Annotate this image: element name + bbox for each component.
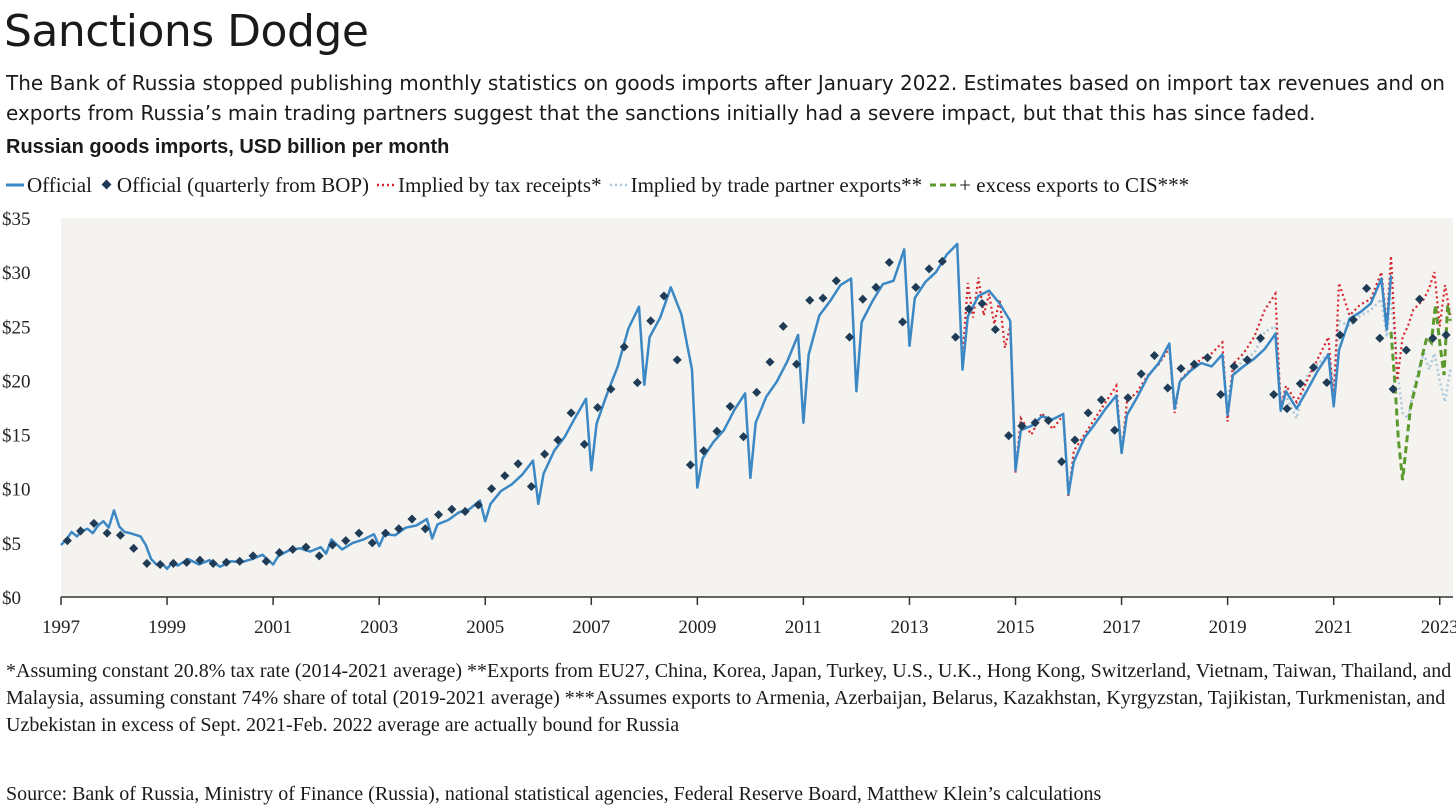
x-tick-label: 2005 — [466, 617, 504, 638]
y-tick-label: $5 — [2, 534, 21, 555]
bop-point — [1428, 333, 1438, 343]
x-tick-label: 2009 — [678, 617, 716, 638]
bop-point — [831, 276, 841, 286]
y-tick-label: $20 — [2, 371, 31, 392]
bop-point — [1362, 283, 1372, 293]
y-tick-label: $30 — [2, 263, 31, 284]
y-tick-label: $25 — [2, 317, 31, 338]
bop-point — [1149, 351, 1159, 361]
x-tick-label: 1997 — [42, 617, 80, 638]
bop-point — [327, 540, 338, 550]
bop-point — [1202, 353, 1213, 363]
legend-item-tax: Implied by tax receipts* — [377, 173, 602, 198]
bop-point — [738, 432, 748, 442]
bop-point — [1242, 355, 1252, 365]
series-official — [60, 242, 1393, 571]
x-tick-label: 2021 — [1315, 617, 1353, 638]
bop-point — [765, 357, 775, 367]
x-tick-label: 2017 — [1103, 617, 1141, 638]
legend-dashed-icon — [930, 183, 957, 187]
x-tick-label: 1999 — [148, 617, 186, 638]
bop-point — [129, 543, 139, 553]
bop-point — [951, 332, 961, 342]
bop-point — [407, 514, 417, 524]
legend-dotted-icon — [377, 183, 396, 187]
legend-item-partner: Implied by trade partner exports** — [609, 172, 923, 198]
legend-label-bop: Official (quarterly from BOP) — [116, 172, 370, 197]
bop-point — [182, 557, 192, 567]
chart-title-heading: Sanctions Dodge — [4, 6, 369, 57]
legend-item-official: Official — [6, 173, 92, 198]
legend-line-icon — [6, 183, 24, 187]
x-tick-label: 2003 — [360, 617, 398, 638]
bop-point — [778, 321, 788, 331]
chart-subtitle: The Bank of Russia stopped publishing mo… — [6, 71, 1445, 125]
legend: Official Official (quarterly from BOP) I… — [6, 171, 1197, 199]
plot-area — [61, 218, 1453, 597]
bop-point — [235, 556, 245, 566]
bop-point — [288, 544, 298, 554]
legend-dotted-icon — [609, 183, 628, 187]
bop-point — [1269, 389, 1279, 400]
bop-point — [712, 426, 722, 436]
legend-diamond-icon — [101, 179, 112, 190]
x-tick-label: 2023 — [1421, 617, 1456, 638]
bop-point — [858, 294, 868, 304]
bop-point — [115, 530, 125, 540]
bop-point — [725, 401, 735, 411]
x-tick-label: 2001 — [254, 617, 292, 638]
bop-point — [1004, 431, 1014, 441]
chart-label: Russian goods imports, USD billion per m… — [6, 136, 450, 158]
bop-point — [434, 510, 444, 520]
y-tick-label: $35 — [2, 209, 31, 230]
bop-point — [274, 548, 285, 558]
legend-item-cis: + excess exports to CIS*** — [930, 173, 1189, 198]
legend-item-bop: Official (quarterly from BOP) — [100, 173, 369, 198]
legend-label-official: Official — [27, 172, 92, 197]
bop-point — [142, 558, 152, 568]
x-tick-label: 2015 — [997, 617, 1035, 638]
bop-point — [500, 471, 510, 481]
legend-label-partner: Implied by trade partner exports** — [630, 172, 923, 197]
x-tick-label: 2013 — [890, 617, 928, 638]
x-tick-label: 2011 — [785, 617, 822, 638]
imports-chart: $0 $5 $10 $15 $20 $25 $30 $35 1997 1999 2001 2003 20… — [2, 209, 1456, 638]
y-tick-label: $15 — [2, 426, 31, 447]
bop-point — [540, 449, 550, 459]
bop-point — [526, 481, 536, 492]
bop-point — [1229, 361, 1239, 371]
bop-point — [420, 524, 430, 534]
x-tick-label: 2007 — [572, 617, 610, 638]
bop-point — [632, 378, 642, 388]
bop-point — [805, 295, 815, 305]
source-note: Source: Bank of Russia, Ministry of Fina… — [6, 783, 1102, 805]
bop-point — [1441, 330, 1451, 340]
series-cis-excess — [1389, 304, 1452, 481]
x-tick-label: 2019 — [1209, 617, 1247, 638]
bop-point — [1070, 435, 1080, 445]
legend-label-tax: Implied by tax receipts* — [398, 172, 602, 197]
bop-point — [76, 526, 86, 536]
footnote: *Assuming constant 20.8% tax rate (2014-… — [6, 660, 1452, 736]
y-tick-label: $0 — [2, 588, 21, 609]
y-tick-label: $10 — [2, 480, 31, 501]
legend-label-cis: + excess exports to CIS*** — [959, 172, 1190, 197]
